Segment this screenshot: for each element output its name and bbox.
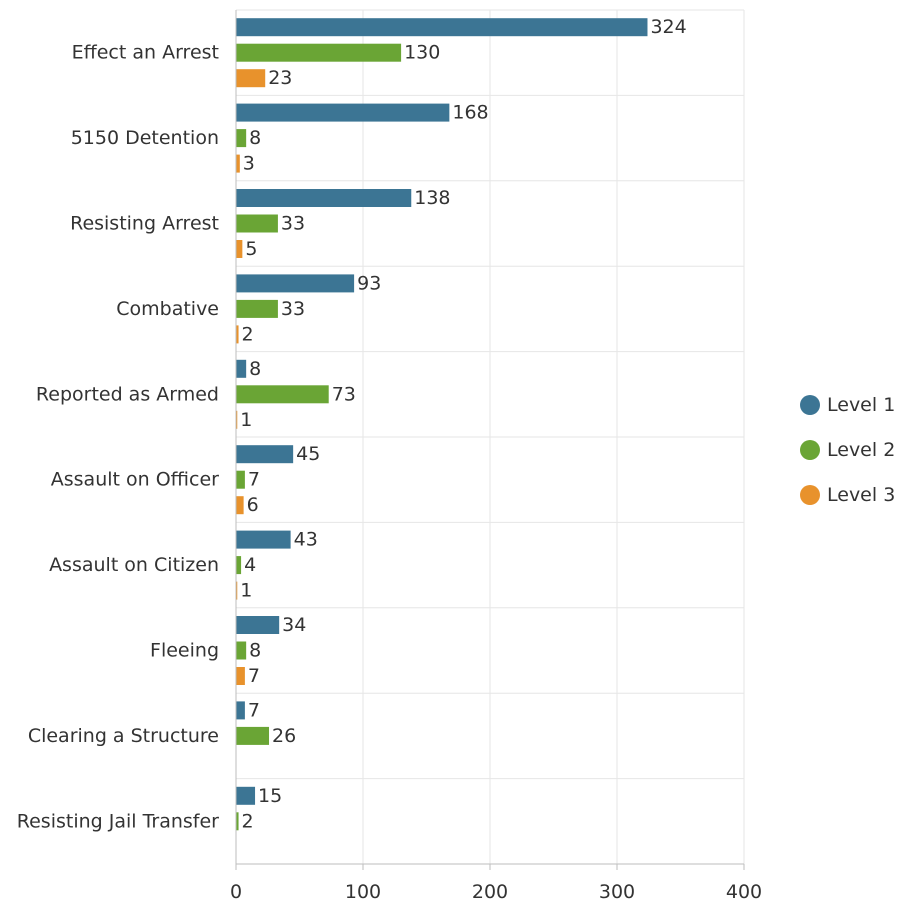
bar	[236, 129, 247, 148]
bar	[236, 445, 294, 464]
legend-marker	[800, 440, 820, 460]
data-label: 1	[240, 580, 252, 602]
data-label: 33	[281, 213, 305, 235]
bar	[236, 470, 245, 489]
data-label: 23	[268, 67, 292, 89]
x-tick-label: 300	[599, 881, 635, 903]
data-label: 6	[247, 494, 259, 516]
legend-marker	[800, 485, 820, 505]
data-label: 33	[281, 298, 305, 320]
category-label: Assault on Citizen	[49, 554, 219, 576]
legend-label: Level 3	[827, 484, 895, 506]
bar	[236, 103, 450, 122]
bars	[236, 18, 648, 831]
category-label: Resisting Jail Transfer	[17, 810, 219, 832]
bar	[236, 325, 239, 344]
data-label: 73	[332, 383, 356, 405]
data-label: 4	[244, 554, 256, 576]
data-label: 1	[240, 409, 252, 431]
bar	[236, 385, 329, 404]
bar	[236, 274, 355, 293]
data-label: 130	[404, 42, 440, 64]
data-label: 8	[249, 640, 261, 662]
bar	[236, 530, 291, 549]
bar	[236, 786, 256, 805]
data-label: 45	[296, 443, 320, 465]
category-label: Effect an Arrest	[72, 42, 219, 64]
bar	[236, 410, 238, 429]
grid	[235, 9, 745, 865]
data-label: 5	[245, 238, 257, 260]
legend: Level 1 Level 2 Level 3	[800, 394, 895, 506]
data-label: 168	[452, 102, 488, 124]
data-label: 3	[243, 153, 255, 175]
bar	[236, 154, 240, 173]
data-label: 7	[248, 469, 260, 491]
legend-label: Level 1	[827, 394, 895, 416]
data-label: 2	[242, 323, 254, 345]
legend-marker	[800, 395, 820, 415]
data-label: 324	[650, 16, 686, 38]
bar	[236, 701, 245, 720]
data-label: 2	[242, 810, 254, 832]
data-label: 138	[414, 187, 450, 209]
legend-label: Level 2	[827, 439, 895, 461]
bar	[236, 496, 244, 515]
category-label: Assault on Officer	[51, 469, 219, 491]
bar	[236, 189, 412, 207]
data-label: 7	[248, 665, 260, 687]
data-label: 15	[258, 785, 282, 807]
bar	[236, 18, 648, 37]
bar	[236, 812, 239, 831]
bar	[236, 69, 266, 88]
category-label: Fleeing	[150, 640, 219, 662]
bar	[236, 214, 278, 233]
data-label: 26	[272, 725, 296, 747]
category-label: 5150 Detention	[71, 127, 219, 149]
data-label: 8	[249, 127, 261, 149]
bar	[236, 556, 242, 575]
bar	[236, 581, 238, 600]
category-label: Resisting Arrest	[70, 213, 219, 235]
bar	[236, 667, 245, 685]
category-label: Reported as Armed	[36, 383, 219, 405]
x-tick-label: 0	[230, 881, 242, 903]
bar	[236, 616, 280, 634]
category-label: Clearing a Structure	[28, 725, 219, 747]
data-label: 43	[294, 529, 318, 551]
category-labels: Effect an Arrest 5150 Detention Resisting …	[17, 42, 219, 833]
data-label: 7	[248, 699, 260, 721]
value-labels: 324 130 23 168 8 3 138 33 5 93 33 2 8 73 1 45 7 6 43 4 1 34 8 7…	[240, 16, 686, 832]
bar	[236, 359, 247, 378]
x-tick-label: 100	[345, 881, 381, 903]
bar	[236, 43, 402, 62]
bar	[236, 240, 243, 258]
data-label: 8	[249, 358, 261, 380]
bar	[236, 726, 270, 745]
category-label: Combative	[116, 298, 219, 320]
x-axis: 0 100 200 300 400	[230, 10, 762, 903]
data-label: 34	[282, 614, 306, 636]
bar	[236, 299, 278, 318]
bar	[236, 641, 247, 660]
x-tick-label: 200	[472, 881, 508, 903]
data-label: 93	[357, 272, 381, 294]
x-tick-label: 400	[726, 881, 762, 903]
